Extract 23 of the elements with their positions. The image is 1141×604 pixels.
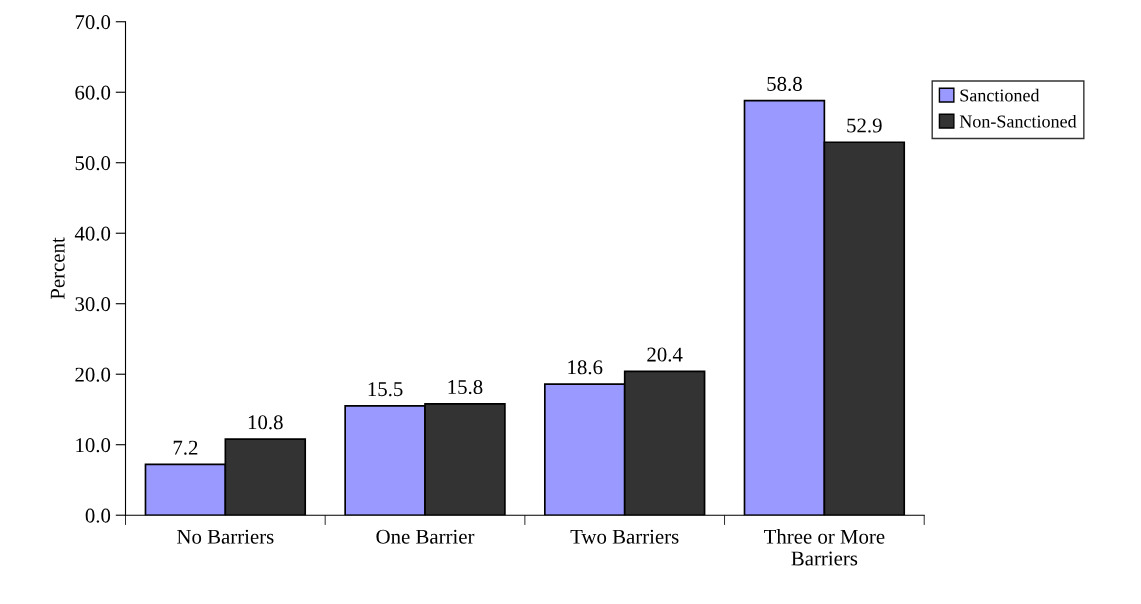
data-label: 20.4 (647, 347, 683, 362)
data-label: 7.2 (173, 440, 198, 455)
legend-label: Sanctioned (960, 88, 1040, 102)
x-tick-label: Three or More Barriers (764, 529, 885, 566)
y-axis-title: Percent (50, 237, 65, 300)
y-tick-label: 50.0 (75, 156, 111, 171)
data-label: 18.6 (568, 360, 603, 375)
x-tick-label: One Barrier (376, 529, 475, 544)
data-label: 10.8 (248, 415, 283, 430)
data-label: 15.5 (368, 382, 403, 397)
x-tick-label: No Barriers (177, 529, 274, 544)
data-label: 52.9 (847, 118, 882, 133)
y-tick-label: 30.0 (75, 297, 111, 312)
y-tick-label: 20.0 (75, 367, 111, 382)
data-label: 15.8 (448, 379, 483, 395)
data-label: 58.8 (767, 76, 802, 91)
y-tick-label: 60.0 (75, 85, 111, 100)
x-tick-label: Two Barriers (570, 529, 679, 544)
y-tick-label: 70.0 (75, 15, 111, 30)
y-tick-label: 40.0 (74, 226, 111, 241)
y-tick-label: 0.0 (85, 508, 111, 523)
legend-label: Non-Sanctioned (959, 114, 1077, 128)
y-tick-label: 10.0 (76, 438, 111, 453)
